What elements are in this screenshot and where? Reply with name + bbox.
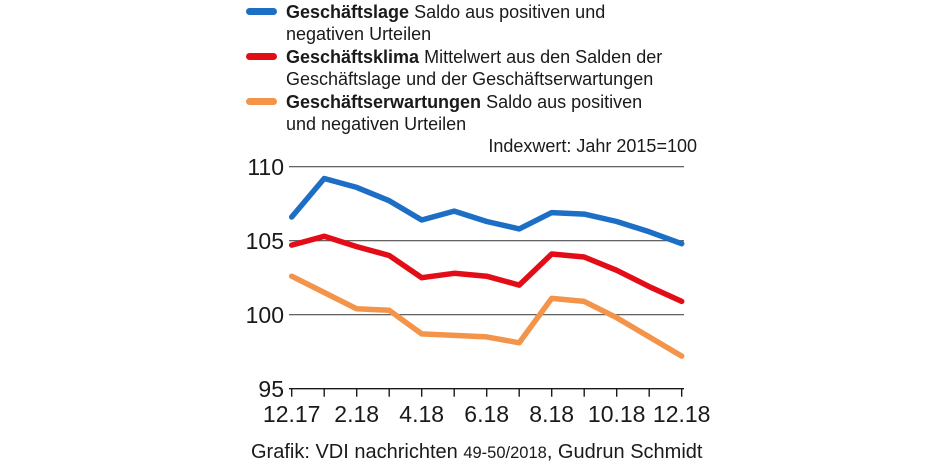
legend-series-desc: Saldo aus positiven und negativen Urteil…: [286, 91, 643, 135]
legend-series-name: Geschäftsklima: [286, 46, 420, 67]
chart-legend: Geschäftslage Saldo aus positiven und ne…: [246, 1, 671, 136]
legend-item-geschaeftsklima: Geschäftsklima Mittelwert aus den Salden…: [246, 46, 671, 91]
x-axis-label-4.18: 4.18: [399, 401, 445, 427]
legend-swatch-red-icon: [246, 52, 277, 60]
legend-item-geschaeftserwartungen: Geschäftserwartungen Saldo aus positiven…: [246, 91, 671, 136]
legend-series-desc: Saldo aus positiven und negativen Urteil…: [286, 2, 606, 45]
source-credit-issue: 49-50/2018: [463, 444, 547, 462]
y-axis-label-95: 95: [258, 375, 284, 402]
series-line-geschäftserwartungen: [288, 273, 685, 359]
legend-series-name: Geschäftserwartungen: [286, 91, 482, 112]
source-credit: Grafik: VDI nachrichten 49-50/2018, Gudr…: [251, 441, 702, 464]
legend-series-desc: Mittelwert aus den Salden der Geschäftsl…: [286, 46, 663, 90]
x-axis-label-6.18: 6.18: [464, 401, 510, 427]
legend-swatch-blue-icon: [246, 8, 277, 15]
y-axis-label-100: 100: [245, 301, 284, 328]
index-annotation: Indexwert: Jahr 2015=100: [488, 136, 697, 156]
series-line-geschäftsklima: [288, 233, 685, 305]
x-axis-label-12.17: 12.17: [262, 401, 321, 427]
x-axis-label-2.18: 2.18: [334, 401, 380, 427]
y-axis-label-105: 105: [245, 227, 284, 254]
series-line-geschäftslage: [288, 175, 685, 247]
legend-item-geschaeftslage: Geschäftslage Saldo aus positiven und ne…: [246, 1, 671, 46]
source-credit-prefix: Grafik: VDI nachrichten: [251, 441, 458, 463]
legend-series-name: Geschäftslage: [286, 2, 410, 22]
legend-swatch-orange-icon: [246, 97, 277, 105]
x-axis-label-10.18: 10.18: [587, 401, 646, 427]
x-axis-label-12.18: 12.18: [652, 401, 711, 427]
source-credit-suffix: , Gudrun Schmidt: [546, 441, 703, 463]
x-axis-label-8.18: 8.18: [529, 401, 575, 427]
y-axis-label-110: 110: [247, 153, 284, 180]
